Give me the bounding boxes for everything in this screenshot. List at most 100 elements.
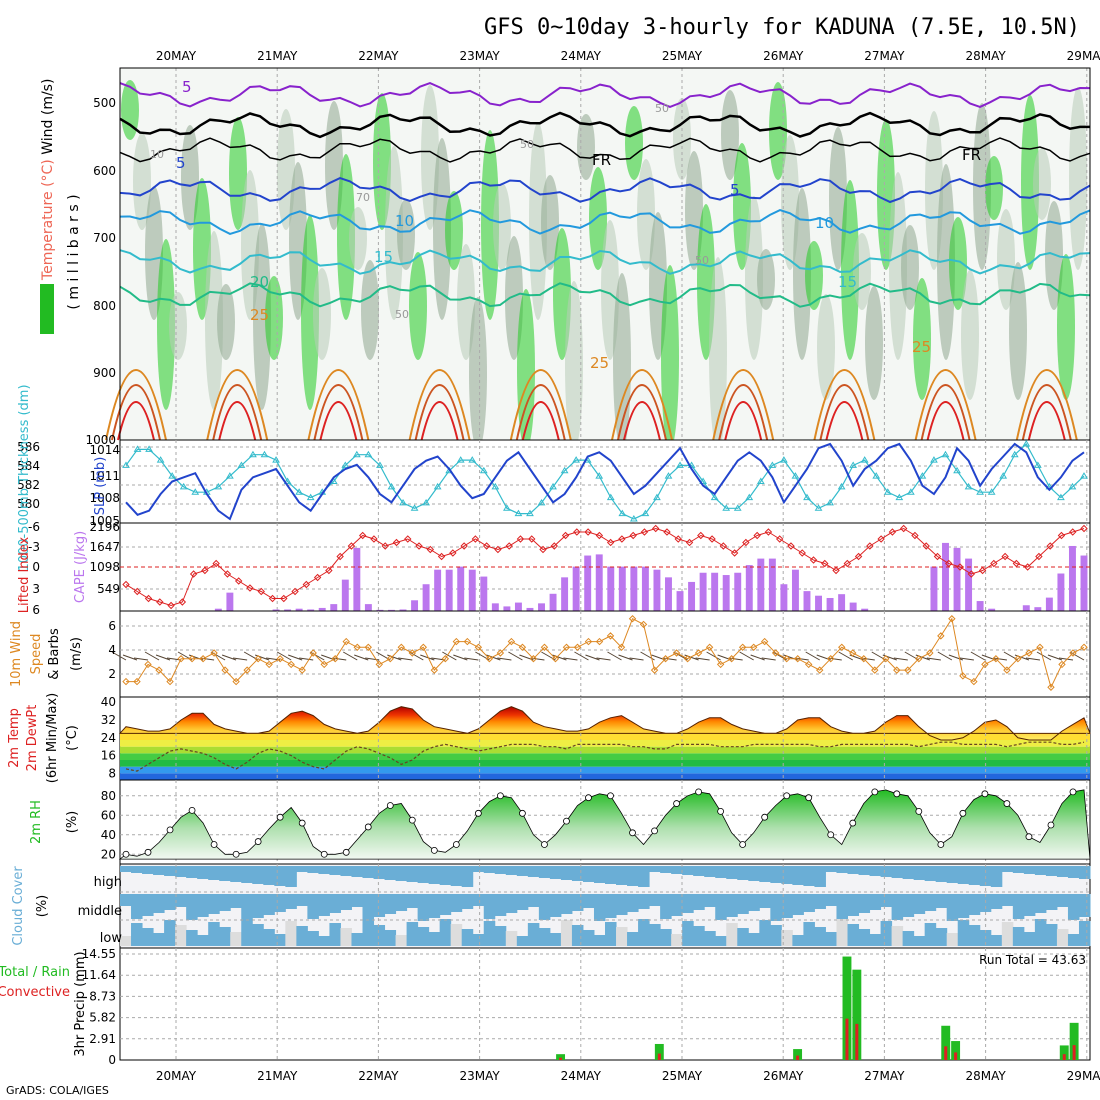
- tick-label: 11.64: [82, 968, 116, 982]
- tick-label: -6: [28, 520, 40, 534]
- cloud-mid-block: [131, 894, 143, 919]
- warm-contour: [1021, 384, 1072, 441]
- thickness-point: [549, 482, 557, 490]
- cloud-high-block: [373, 866, 386, 879]
- cloud-high-block: [362, 866, 375, 878]
- wind-barb: [1058, 657, 1074, 661]
- thickness-point: [514, 509, 523, 517]
- cloud-low-block: [1023, 932, 1036, 946]
- wind-point: [463, 637, 472, 646]
- wind-barb: [420, 654, 435, 661]
- li-point: [990, 559, 998, 568]
- cape-bar: [815, 595, 822, 611]
- rh-shade-blob: [625, 106, 643, 180]
- wind-point: [716, 660, 725, 669]
- cloud-high-block: [318, 866, 330, 874]
- thickness-point: [387, 482, 396, 490]
- wind-point: [562, 643, 571, 651]
- cloud-low-block: [241, 919, 253, 946]
- cloud-high-block: [957, 866, 970, 884]
- rh-shade-blob: [1021, 95, 1039, 270]
- cloud-low-block: [671, 934, 683, 946]
- wind-ticks: 6 4 2: [108, 619, 116, 681]
- wind-point: [243, 666, 251, 674]
- wind-point: [650, 666, 659, 674]
- cloud-low-block: [748, 933, 760, 946]
- cloud-high-block: [913, 866, 926, 880]
- wind-barb: [607, 651, 622, 661]
- cloud-high-block: [274, 866, 286, 886]
- cloud-mid-block: [715, 894, 727, 920]
- wind-point: [948, 615, 956, 623]
- wind-point: [573, 643, 582, 651]
- thickness-point: [999, 472, 1008, 479]
- wind-point: [419, 643, 428, 651]
- cloud-mid-block: [406, 894, 419, 908]
- temperature-area: [118, 706, 1091, 741]
- cloud-low-block: [1078, 921, 1091, 946]
- cloud-mid-block: [847, 894, 860, 916]
- wind-point: [375, 660, 383, 669]
- wind-point: [133, 677, 141, 686]
- thickness-point: [733, 504, 742, 511]
- cloud-mid-block: [1056, 894, 1069, 907]
- cloud-low-block: [219, 927, 231, 946]
- li-point: [933, 552, 942, 561]
- cloud-mid-block: [891, 894, 904, 920]
- thickness-axis-label: 1000-500mb Thickness (dm): [17, 384, 32, 571]
- rh-shade-blob: [757, 249, 775, 310]
- cape-bar: [861, 608, 869, 611]
- wind-unit-label: (m/s): [69, 637, 84, 671]
- cloud-mid-block: [660, 894, 672, 919]
- thickness-point: [1057, 493, 1065, 501]
- temperature-contours: [105, 68, 1091, 441]
- cape-bar: [688, 581, 696, 611]
- wind-barb: [133, 657, 149, 661]
- cloud-mid-block: [946, 894, 959, 921]
- cape-bar: [1022, 605, 1030, 611]
- li-point: [347, 542, 356, 550]
- contour-label: 25: [912, 338, 931, 356]
- rh-point: [915, 807, 923, 815]
- cloud-high-block: [395, 866, 408, 881]
- cloud-high-block: [924, 866, 937, 881]
- thickness-point: [803, 493, 811, 501]
- wind-point: [518, 643, 527, 651]
- warm-contour: [1027, 401, 1066, 441]
- tick-label: 2196: [89, 520, 120, 534]
- precip-convective-bar: [845, 1018, 849, 1060]
- thickness-point: [664, 472, 673, 479]
- cloud-low-block: [483, 921, 496, 946]
- li-point: [945, 559, 953, 568]
- rh-point: [827, 831, 835, 839]
- cloud-low-block: [505, 931, 518, 946]
- li-point: [494, 545, 502, 554]
- cloud-low-block: [274, 934, 286, 946]
- cloud-low-block: [693, 926, 705, 946]
- li-point: [798, 549, 806, 557]
- cloud-low-block: [759, 920, 771, 946]
- cloud-high-block: [560, 866, 573, 880]
- thickness-point: [1033, 461, 1042, 468]
- cloud-mid-block: [560, 894, 573, 914]
- li-point: [888, 528, 897, 536]
- cloud-high-block: [825, 866, 837, 872]
- li-point: [415, 542, 423, 550]
- wind-point: [1014, 655, 1022, 663]
- li-point: [854, 552, 863, 561]
- wind-point: [529, 655, 538, 663]
- cape-bar: [665, 577, 672, 611]
- wind-barb: [453, 654, 468, 661]
- li-point: [877, 535, 885, 543]
- warm-contour: [509, 369, 572, 441]
- rh-point: [959, 809, 967, 817]
- li-point: [392, 538, 401, 547]
- li-point: [381, 542, 389, 550]
- cape-bar: [514, 602, 522, 611]
- thickness-point: [722, 504, 731, 511]
- cloud-mid-block: [285, 894, 297, 909]
- cloud-low-block: [1067, 934, 1080, 946]
- rh-shade-blob: [169, 292, 187, 360]
- wind-point: [816, 666, 824, 674]
- rh-shade-blob: [721, 90, 739, 180]
